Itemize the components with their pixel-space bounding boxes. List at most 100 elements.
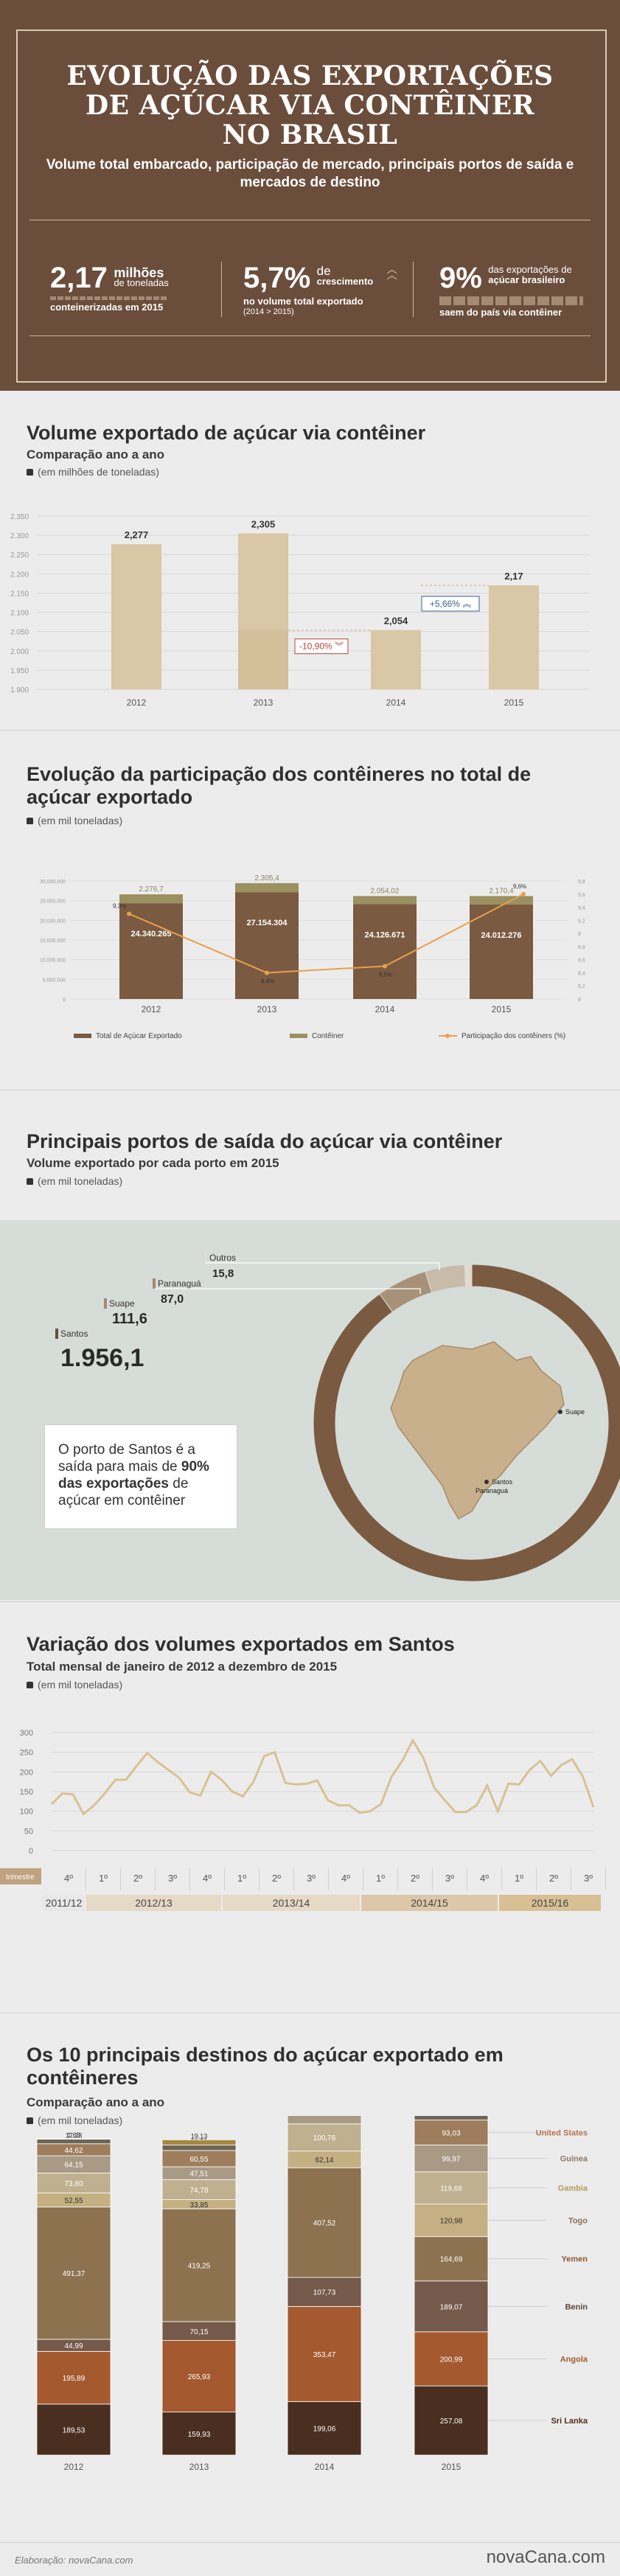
donut-slice-santos <box>313 1264 620 1582</box>
port-name-suape: Suape <box>109 1298 135 1309</box>
stat-volume-desc: conteinerizadas em 2015 <box>50 302 164 313</box>
y-left-tick: 15.000.000 <box>40 939 66 944</box>
legend-united-states: United States <box>536 2128 588 2137</box>
santos-marker <box>484 1480 489 1484</box>
y-left-tick: 10.000.000 <box>40 958 66 964</box>
s1-subtitle: Comparação ano a ano <box>27 448 165 462</box>
title-line-1: EVOLUÇÃO DAS EXPORTAÇÕES <box>66 60 554 91</box>
segment-somalia-2012 <box>36 2138 111 2140</box>
total-label: 24.340.265 <box>130 930 171 939</box>
segment-label: 17,23 <box>66 2131 83 2139</box>
legend-label-total: Total de Açúcar Exportado <box>96 1032 182 1040</box>
quarter-label: 3º <box>168 1873 177 1884</box>
y-left-tick: 0 <box>63 998 66 1003</box>
port-marker <box>204 1253 207 1263</box>
segment-label: 33,85 <box>189 2201 208 2210</box>
total-label: 27.154.304 <box>246 919 288 927</box>
segment-gambia-2012 <box>36 2173 111 2193</box>
growth-up-icon: ︿ ︿ <box>386 263 397 281</box>
segment-somalia-2013 <box>161 2139 237 2145</box>
s4-subtitle: Total mensal de janeiro de 2012 a dezemb… <box>27 1660 338 1674</box>
chart-volume: 2.350 2.300 2.250 2.200 2.150 2.100 2.050 2.000… <box>10 513 590 708</box>
y-tick-label: 300 <box>20 1729 33 1738</box>
segment-label: 419,25 <box>188 2262 211 2270</box>
y-tick-label: 250 <box>20 1749 33 1758</box>
weight-icon <box>27 1178 33 1185</box>
s5-unit-text: (em mil toneladas) <box>38 2114 123 2126</box>
footer-logo: novaCana.com <box>486 2547 605 2567</box>
y-tick-label: 150 <box>20 1788 33 1797</box>
s4-unit-text: (em mil toneladas) <box>38 1679 123 1691</box>
y-left-tick: 20.000.000 <box>40 919 66 924</box>
legend-ghana: Ghana <box>562 2116 588 2117</box>
y-tick-label: 100 <box>20 1808 33 1817</box>
legend-sri-lanka: Sri Lanka <box>551 2417 588 2426</box>
season-label: 2011/12 <box>46 1897 83 1909</box>
x-tick-label: 2013 <box>254 697 274 708</box>
stat-share: 9% das exportações de açúcar brasileiro … <box>439 262 583 318</box>
segment-label: 73,80 <box>64 2180 83 2188</box>
season-label: 2015/16 <box>532 1897 569 1909</box>
segment-label: 159,93 <box>188 2431 211 2439</box>
bar-container-2013 <box>235 883 299 893</box>
segment-label: 199,06 <box>313 2426 336 2434</box>
participation-point <box>127 911 131 916</box>
section-divider-3 <box>0 1601 620 1602</box>
participation-line <box>128 893 524 974</box>
segment-label: 63,46 <box>442 2116 460 2117</box>
y-tick-label: 2.150 <box>10 590 29 598</box>
x-tick-label: 2012 <box>142 1004 161 1014</box>
legend-swatch-container <box>290 1034 307 1038</box>
segment-label: 47,51 <box>189 2171 208 2179</box>
callout-text-1: O porto de Santos é a saída para mais de <box>58 1442 195 1475</box>
annotation-increase: +5,66% ︽ <box>430 599 471 609</box>
bar-value-label: 2,277 <box>125 529 149 540</box>
chart-participation: 30.000.000 25.000.000 20.000.000 15.000.000… <box>40 874 585 1040</box>
legend-benin: Benin <box>565 2302 588 2311</box>
header-divider-bottom <box>29 335 591 336</box>
segment-label: 44,62 <box>64 2147 83 2155</box>
stat-growth-desc2: (2014 > 2015) <box>243 307 294 316</box>
segment-ghana-2013 <box>161 2144 237 2151</box>
quarter-label: 4º <box>341 1873 350 1884</box>
leader-outros <box>205 1262 440 1270</box>
chart-ports: SuapeSantosParanaguáSantos1.956,1Suape11… <box>55 1253 620 1582</box>
chart-destinations: 189,53 195,89 44,99 491,37 52,55 73,80 64,15 44… <box>36 2116 588 2472</box>
participation-point <box>265 970 269 975</box>
y-right-tick: 8 <box>578 998 581 1003</box>
x-tick-label: 2013 <box>257 1004 277 1014</box>
segment-label: 100,76 <box>313 2134 336 2142</box>
season-label: 2012/13 <box>135 1897 173 1909</box>
segment-guinea-2014 <box>287 2116 362 2125</box>
bar-2013-overlap <box>238 630 288 689</box>
quarter-label: 4º <box>64 1873 73 1884</box>
legend-swatch-point <box>445 1034 450 1038</box>
port-value-suape: 111,6 <box>112 1311 147 1327</box>
quarter-label: 1º <box>376 1873 385 1884</box>
segment-label: 257,08 <box>440 2417 463 2426</box>
bar-container-2015 <box>470 896 533 905</box>
segment-label: 93,03 <box>442 2129 460 2137</box>
legend-label-container: Contêiner <box>312 1032 344 1040</box>
x-tick-label: 2014 <box>315 2462 335 2472</box>
s5-unit: (em mil toneladas) <box>27 2114 122 2126</box>
segment-sri-lanka-2013 <box>161 2412 237 2456</box>
segment-label: 70,15 <box>189 2328 208 2336</box>
port-marker <box>55 1329 58 1339</box>
segment-label: 189,53 <box>63 2426 86 2434</box>
weight-icon <box>27 469 33 476</box>
segment-angola-2014 <box>287 2305 362 2402</box>
x-tick-label: 2015 <box>504 697 524 708</box>
weight-icon <box>27 2117 33 2124</box>
container-label: 2.054,02 <box>371 887 400 895</box>
y-tick-label: 2.000 <box>10 648 29 656</box>
stat-growth: 5,7% de crescimento ︿ ︿ no volume total e… <box>243 262 397 317</box>
port-value-santos: 1.956,1 <box>60 1344 144 1372</box>
segment-label: 74,78 <box>189 2187 208 2195</box>
legend-yemen: Yemen <box>562 2255 588 2264</box>
segment-label: 99,97 <box>442 2156 460 2164</box>
page-subtitle: Volume total embarcado, participação de … <box>46 157 574 190</box>
leader-paranagua <box>155 1288 421 1294</box>
y-right-tick: 8,4 <box>578 971 585 976</box>
